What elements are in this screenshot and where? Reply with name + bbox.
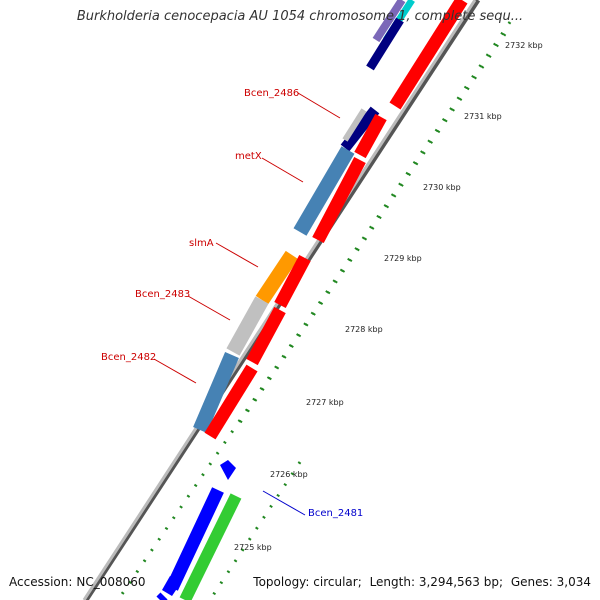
label-bcen2481: Bcen_2481	[308, 508, 363, 519]
gene-blue-long	[166, 487, 224, 591]
length-value: 3,294,563 bp;	[418, 575, 504, 589]
genes-value: 3,034	[556, 575, 591, 589]
gene-block-bcen2486	[340, 106, 380, 152]
gene-block-grey-mid	[342, 108, 367, 142]
leader-bcen2483	[187, 295, 231, 321]
gene-block-slma	[255, 250, 299, 305]
gene-bcen2481-arrow	[220, 460, 236, 480]
tick-2726: 2726 kbp	[270, 470, 308, 479]
label-bcen2483: Bcen_2483	[135, 289, 190, 300]
leader-metx	[261, 157, 304, 183]
length-label: Length:	[369, 575, 416, 589]
leader-slma	[215, 242, 259, 268]
tick-2727: 2727 kbp	[306, 398, 344, 407]
tick-2728: 2728 kbp	[345, 325, 383, 334]
gene-block-bcen2483	[226, 296, 269, 356]
footer-accession: Accession: NC_008060	[9, 575, 146, 589]
topology-value: circular;	[313, 575, 362, 589]
gene-blue-arrowhead	[162, 576, 180, 596]
leader-bcen2481	[262, 490, 306, 516]
tick-2729: 2729 kbp	[384, 254, 422, 263]
cds-red-4	[274, 254, 311, 309]
label-bcen2482: Bcen_2482	[101, 352, 156, 363]
cds-red-1	[389, 0, 468, 110]
cds-red-2	[354, 113, 387, 159]
label-metx: metX	[235, 151, 262, 162]
tick-2725: 2725 kbp	[234, 543, 272, 552]
leader-bcen2482	[153, 358, 197, 384]
inner-dotted-ring	[233, 33, 507, 431]
gene-blue-bottom	[156, 592, 168, 600]
cds-red-3	[312, 156, 366, 244]
gene-block-bcen2482	[193, 352, 239, 433]
gene-block-metx	[293, 146, 355, 236]
label-slma: slmA	[189, 238, 214, 249]
track-purple	[372, 0, 406, 43]
tick-2732: 2732 kbp	[505, 41, 543, 50]
cds-red-6	[204, 364, 258, 440]
accession-label: Accession:	[9, 575, 73, 589]
map-title: Burkholderia cenocepacia AU 1054 chromos…	[76, 9, 524, 24]
gene-green-long	[179, 493, 242, 600]
genes-label: Genes:	[510, 575, 553, 589]
gene-block-navy-top	[366, 17, 404, 71]
topology-label: Topology:	[253, 575, 310, 589]
inner-dotted-ring-lower	[208, 461, 302, 600]
cds-red-5	[246, 306, 286, 366]
tick-2730: 2730 kbp	[423, 183, 461, 192]
accession-value: NC_008060	[76, 575, 146, 589]
leader-bcen2486	[297, 92, 341, 119]
tick-2731: 2731 kbp	[464, 112, 502, 121]
footer-summary: Topology: circular; Length: 3,294,563 bp…	[253, 575, 591, 589]
label-bcen2486: Bcen_2486	[244, 88, 299, 99]
